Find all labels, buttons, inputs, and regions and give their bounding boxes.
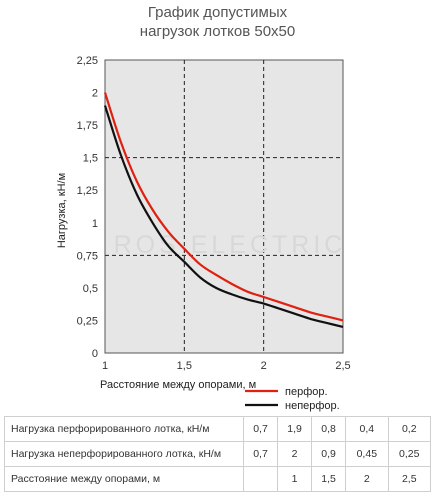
y-tick-label: 1,25 (77, 185, 98, 197)
legend-label: неперфор. (285, 400, 340, 412)
x-tick-label: 1,5 (177, 360, 192, 372)
table-cell: 0,2 (387, 416, 432, 442)
y-axis-label: Нагрузка, кН/м (56, 173, 68, 248)
table-row: Нагрузка неперфорированного лотка, кН/м 0… (4, 441, 432, 467)
table-row: Расстояние между опорами, м 1 1,5 2 2,5 (4, 466, 432, 492)
table-row: Нагрузка перфорированного лотка, кН/м 0,7… (4, 416, 432, 442)
y-tick-label: 1,75 (77, 120, 98, 132)
y-tick-label: 0 (92, 348, 98, 360)
plot-area (104, 59, 344, 354)
table-cell: 1,9 (277, 416, 313, 442)
legend-label: перфор. (285, 386, 328, 398)
table-cell: 0,8 (311, 416, 347, 442)
table-row-label: Расстояние между опорами, м (4, 466, 244, 492)
table-cell: 2 (345, 466, 389, 492)
y-tick-label: 2,25 (77, 55, 98, 67)
y-tick-label: 0,75 (77, 250, 98, 262)
table-cell: 1,5 (311, 466, 347, 492)
y-tick-label: 0,5 (83, 283, 98, 295)
x-axis-label: Расстояние между опорами, м (100, 379, 256, 391)
table-row-label: Нагрузка неперфорированного лотка, кН/м (4, 441, 244, 467)
x-tick-label: 2,5 (335, 360, 350, 372)
load-table: Нагрузка перфорированного лотка, кН/м 0,7… (4, 416, 432, 492)
table-row-label: Нагрузка перфорированного лотка, кН/м (4, 416, 244, 442)
series-line-perforated (103, 92, 344, 322)
table-cell: 0,9 (311, 441, 347, 467)
chart-title-line-2: нагрузок лотков 50х50 (139, 23, 296, 40)
x-tick-label: 1 (102, 360, 108, 372)
watermark-text: ROS ELECTRIC (114, 231, 347, 259)
table-cell: 2 (277, 441, 313, 467)
table-cell: 0,45 (345, 441, 389, 467)
table-cell: 1 (277, 466, 313, 492)
y-tick-label: 0,25 (77, 315, 98, 327)
load-chart: ROS ELECTRIC 0 0,25 0,5 0,75 1 1,25 1,5 1,75 2 2,2… (56, 55, 351, 412)
y-tick-label: 1,5 (83, 153, 98, 165)
chart-title-line-1: График допустимых (147, 4, 288, 21)
y-tick-label: 2 (92, 88, 98, 100)
table-cell: 0,4 (345, 416, 389, 442)
series-line-non-perforated (103, 105, 344, 329)
x-tick-label: 2 (261, 360, 267, 372)
table-cell: 0,7 (242, 416, 279, 442)
table-cell: 2,5 (387, 466, 432, 492)
table-cell: 0,25 (387, 441, 432, 467)
table-cell: 0,7 (242, 441, 279, 467)
table-cell (242, 466, 279, 492)
y-tick-label: 1 (92, 218, 98, 230)
